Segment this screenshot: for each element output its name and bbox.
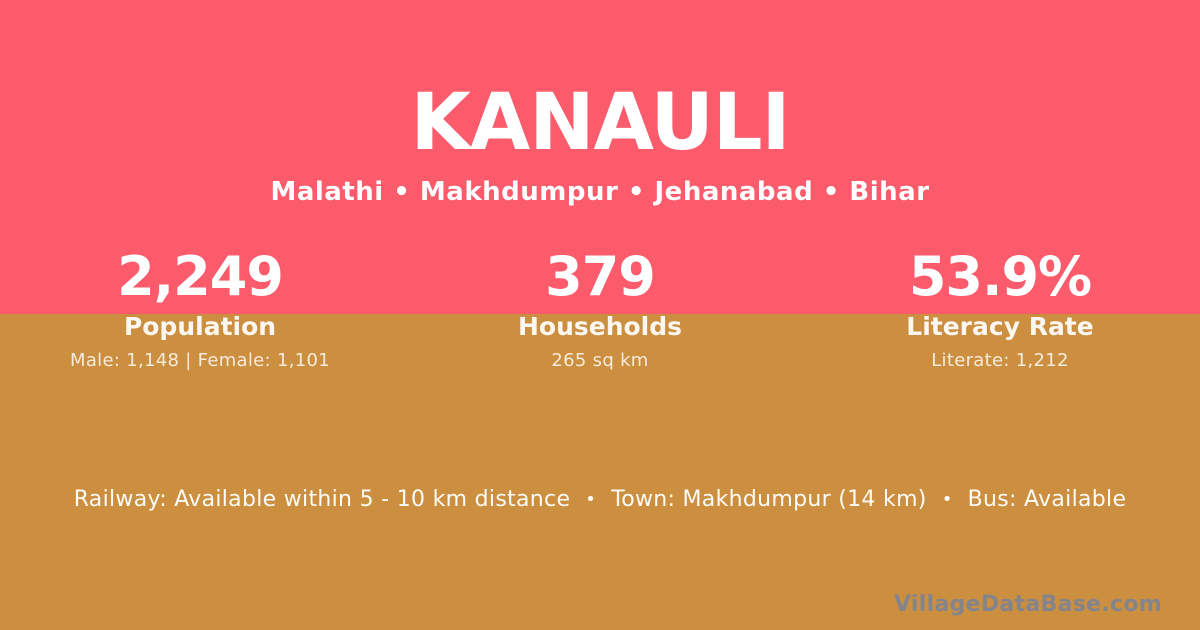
bullet-separator: • bbox=[941, 489, 953, 510]
location-breadcrumb: Malathi • Makhdumpur • Jehanabad • Bihar bbox=[270, 177, 930, 207]
bullet-separator: • bbox=[585, 489, 597, 510]
households-label: Households bbox=[517, 312, 683, 342]
literacy-label: Literacy Rate bbox=[906, 312, 1094, 342]
literacy-value: 53.9% bbox=[908, 245, 1092, 308]
town-info: Town: Makhdumpur (14 km) bbox=[611, 487, 927, 512]
village-name-title: KANAULI bbox=[410, 78, 790, 168]
pink-header-band bbox=[0, 0, 1200, 314]
households-value: 379 bbox=[545, 245, 656, 308]
population-detail: Male: 1,148 | Female: 1,101 bbox=[70, 350, 330, 372]
stats-row: 2,249 Population Male: 1,148 | Female: 1… bbox=[0, 245, 1200, 372]
card-header: KANAULI Malathi • Makhdumpur • Jehanabad… bbox=[0, 84, 1200, 207]
population-label: Population bbox=[123, 312, 277, 342]
literacy-detail: Literate: 1,212 bbox=[931, 350, 1069, 372]
population-value: 2,249 bbox=[117, 245, 284, 308]
stat-literacy: 53.9% Literacy Rate Literate: 1,212 bbox=[800, 245, 1200, 372]
transport-info-line: Railway: Available within 5 - 10 km dist… bbox=[0, 486, 1200, 515]
bus-info: Bus: Available bbox=[967, 487, 1127, 512]
railway-info: Railway: Available within 5 - 10 km dist… bbox=[73, 487, 571, 512]
watermark-site-name: VillageDataBase.com bbox=[893, 592, 1162, 617]
stat-population: 2,249 Population Male: 1,148 | Female: 1… bbox=[0, 245, 400, 372]
households-detail: 265 sq km bbox=[551, 350, 649, 372]
stat-households: 379 Households 265 sq km bbox=[400, 245, 800, 372]
